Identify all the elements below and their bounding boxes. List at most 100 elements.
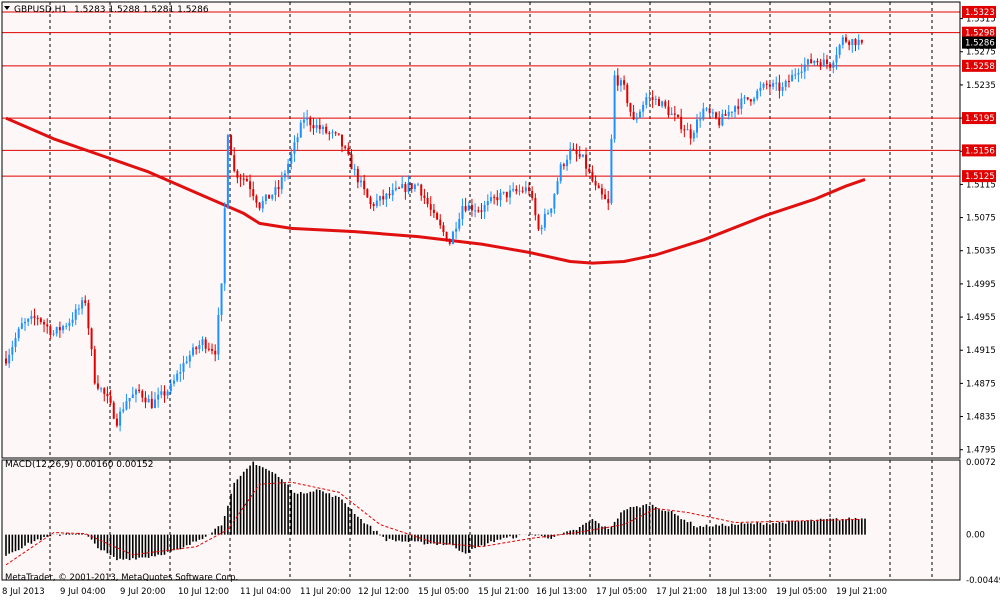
candle-body: [366, 189, 369, 198]
candle-body: [39, 318, 42, 323]
candle-body: [46, 324, 49, 327]
candle-body: [179, 371, 182, 374]
candle-body: [109, 396, 112, 403]
candle-body: [756, 90, 759, 99]
candle-body: [198, 345, 201, 350]
candle-body: [226, 135, 229, 209]
main-frame: [1, 1, 961, 459]
candle-body: [654, 98, 657, 100]
candle-body: [283, 173, 286, 178]
candle-body: [470, 205, 473, 211]
candle-body: [372, 204, 375, 206]
candle-body: [112, 402, 115, 419]
candle-body: [96, 383, 99, 389]
candle-body: [369, 197, 372, 205]
candle-body: [759, 87, 762, 91]
macd-signal-line: [5, 481, 862, 566]
candle-body: [207, 348, 210, 350]
x-tick-label: 9 Jul 04:00: [60, 587, 106, 597]
candle-body: [591, 171, 594, 181]
candle-body: [420, 184, 423, 196]
candle-body: [483, 205, 486, 212]
candle-body: [651, 97, 654, 100]
candle-body: [87, 302, 90, 329]
candle-body: [477, 210, 480, 212]
dropdown-triangle-icon[interactable]: [4, 6, 10, 10]
candle-body: [550, 208, 553, 213]
candle-body: [134, 389, 137, 395]
candle-body: [360, 180, 363, 183]
candle-body: [829, 63, 832, 68]
candle-body: [613, 75, 616, 140]
candle-body: [302, 119, 305, 123]
candle-body: [442, 225, 445, 233]
y-tick-label: 1.4995: [966, 280, 996, 290]
candle-body: [363, 180, 366, 190]
candle-body: [543, 213, 546, 228]
candles: [5, 34, 863, 432]
candle-body: [537, 215, 540, 230]
candle-body: [825, 59, 828, 64]
candle-body: [261, 200, 264, 209]
candle-body: [340, 134, 343, 147]
candle-body: [505, 191, 508, 198]
candle-body: [480, 210, 483, 212]
candle-body: [176, 373, 179, 381]
x-tick-label: 18 Jul 13:00: [716, 587, 767, 597]
candle-body: [610, 139, 613, 204]
candle-body: [274, 187, 277, 195]
price-level-tag: [962, 5, 996, 18]
candle-body: [768, 84, 771, 87]
candle-body: [629, 103, 632, 112]
candle-body: [597, 185, 600, 189]
candle-body: [81, 300, 84, 309]
candle-body: [157, 394, 160, 400]
x-tick-label: 8 Jul 2013: [2, 587, 45, 597]
candle-body: [528, 187, 531, 191]
candle-body: [762, 83, 765, 88]
candle-body: [566, 159, 569, 167]
price-level-tag: [962, 26, 996, 39]
y-tick-label: 1.5275: [966, 48, 996, 58]
candle-body: [518, 190, 521, 192]
candle-body: [835, 54, 838, 63]
candle-body: [734, 106, 737, 112]
candle-body: [508, 190, 511, 198]
candle-body: [24, 321, 27, 324]
candle-body: [268, 194, 271, 199]
candle-body: [813, 60, 816, 64]
candle-body: [14, 338, 17, 347]
candle-body: [664, 101, 667, 107]
candle-body: [188, 355, 191, 362]
candle-body: [562, 164, 565, 167]
candle-body: [439, 219, 442, 226]
candle-body: [534, 198, 537, 216]
moving-average: [5, 116, 866, 265]
x-tick-label: 11 Jul 20:00: [300, 587, 351, 597]
candle-body: [632, 111, 635, 120]
candle-body: [163, 391, 166, 396]
price-level-tag: [962, 170, 996, 183]
candle-body: [705, 108, 708, 110]
candle-body: [803, 64, 806, 72]
candle-body: [220, 283, 223, 315]
candle-body: [379, 196, 382, 201]
candle-body: [52, 333, 55, 335]
candle-body: [746, 97, 749, 100]
candle-body: [84, 300, 87, 303]
candle-body: [699, 119, 702, 121]
candle-body: [138, 389, 141, 392]
y-tick-label: 1.4875: [966, 379, 996, 389]
candle-body: [217, 314, 220, 355]
candle-body: [791, 74, 794, 82]
candle-body: [445, 232, 448, 242]
symbol-label: GBPUSD,H1: [14, 5, 67, 15]
candle-body: [74, 309, 77, 320]
candle-body: [122, 409, 125, 412]
candle-body: [721, 113, 724, 126]
candle-body: [489, 197, 492, 202]
candle-body: [258, 202, 261, 209]
candle-body: [730, 111, 733, 113]
x-tick-label: 16 Jul 13:00: [536, 587, 587, 597]
candle-body: [71, 319, 74, 323]
